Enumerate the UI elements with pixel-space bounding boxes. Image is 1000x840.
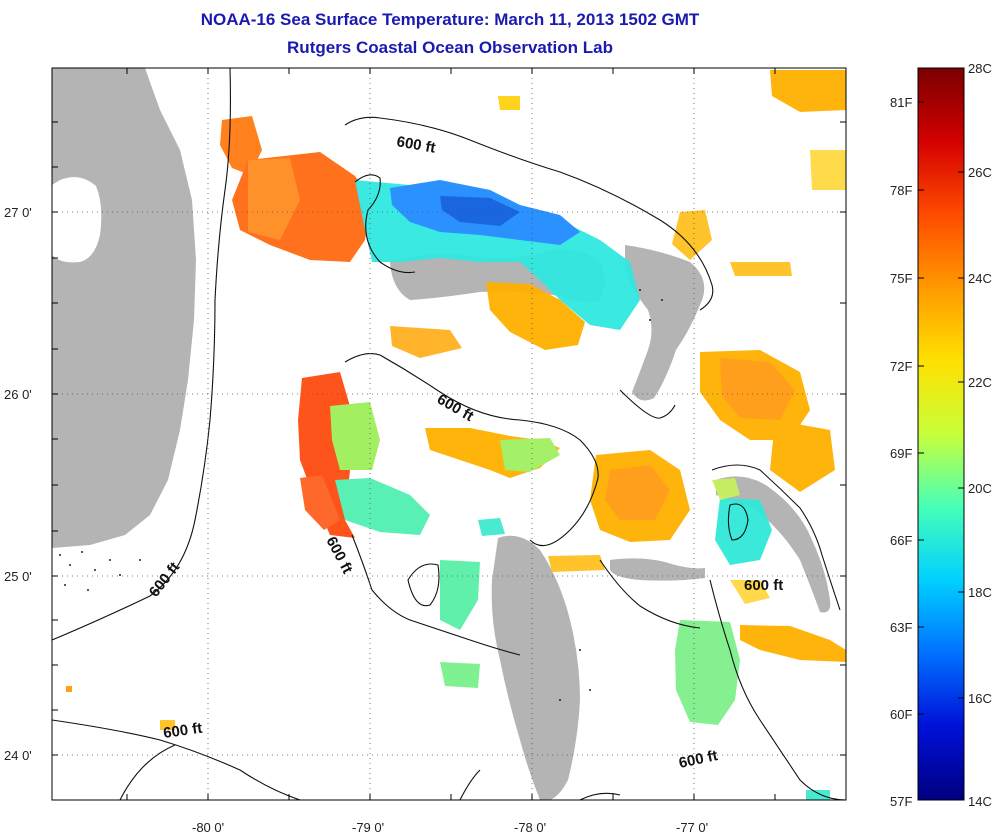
reef-details bbox=[59, 289, 663, 701]
lon-tick-label: -77 0' bbox=[676, 820, 708, 835]
lon-tick-label: -78 0' bbox=[514, 820, 546, 835]
colorbar-c-label: 28C bbox=[968, 61, 992, 76]
colorbar-f-label: 66F bbox=[890, 533, 912, 548]
colorbar-ticks bbox=[918, 101, 964, 715]
colorbar-c-label: 22C bbox=[968, 375, 992, 390]
colorbar-f-label: 75F bbox=[890, 271, 912, 286]
isobaths bbox=[52, 68, 846, 800]
colorbar-f-label: 57F bbox=[890, 794, 912, 809]
sst-patches bbox=[66, 70, 846, 800]
lat-tick-label: 26 0' bbox=[4, 387, 32, 402]
contour-label: 600 ft bbox=[162, 720, 203, 742]
colorbar-c-label: 24C bbox=[968, 271, 992, 286]
colorbar bbox=[917, 67, 965, 801]
lat-tick-label: 27 0' bbox=[4, 205, 32, 220]
map-ticks bbox=[52, 68, 846, 800]
map-subtitle: Rutgers Coastal Ocean Observation Lab bbox=[287, 38, 613, 57]
abaco-land bbox=[625, 245, 705, 401]
colorbar-f-label: 72F bbox=[890, 359, 912, 374]
colorbar-c-label: 20C bbox=[968, 481, 992, 496]
colorbar-c-label: 16C bbox=[968, 691, 992, 706]
andros-land bbox=[491, 535, 580, 800]
colorbar-c-label: 18C bbox=[968, 585, 992, 600]
lat-tick-label: 25 0' bbox=[4, 569, 32, 584]
lat-tick-label: 24 0' bbox=[4, 748, 32, 763]
colorbar-f-label: 81F bbox=[890, 95, 912, 110]
lon-tick-label: -79 0' bbox=[352, 820, 384, 835]
colorbar-c-label: 14C bbox=[968, 794, 992, 809]
lake-okeechobee bbox=[52, 177, 102, 263]
map-title: NOAA-16 Sea Surface Temperature: March 1… bbox=[200, 10, 700, 29]
lon-tick-label: -80 0' bbox=[192, 820, 224, 835]
exuma-land bbox=[610, 558, 705, 581]
colorbar-c-label: 26C bbox=[968, 165, 992, 180]
contour-label: 600 ft bbox=[744, 577, 783, 594]
colorbar-f-label: 78F bbox=[890, 183, 912, 198]
colorbar-f-label: 69F bbox=[890, 446, 912, 461]
colorbar-f-label: 63F bbox=[890, 620, 912, 635]
colorbar-f-label: 60F bbox=[890, 707, 912, 722]
graticule bbox=[52, 68, 846, 800]
contour-label: 600 ft bbox=[395, 133, 437, 157]
